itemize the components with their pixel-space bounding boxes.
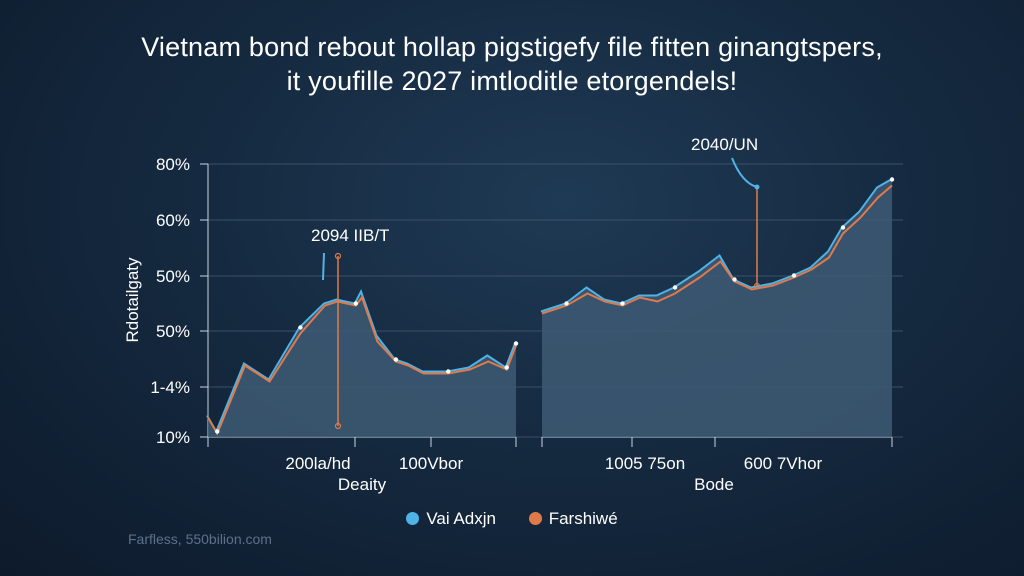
series-line: [207, 295, 517, 436]
data-point: [889, 177, 895, 182]
annotation-label: 2094 IIB/T: [311, 226, 389, 245]
data-point: [564, 301, 569, 306]
data-point: [446, 369, 451, 374]
legend-item-series-b[interactable]: Farshiwé: [528, 509, 618, 529]
series-points: [215, 177, 895, 434]
chart-title-line-1: Vietnam bond rebout hollap pigstigefy fi…: [141, 32, 883, 62]
area-fill: [208, 292, 516, 437]
y-tick-label: 80%: [156, 155, 190, 174]
data-point: [298, 325, 303, 330]
data-point: [791, 273, 797, 278]
legend-label-series-a: Vai Adxjn: [426, 509, 496, 528]
annotation-marker-top: [334, 252, 342, 260]
data-point: [215, 429, 220, 434]
source-note: Farfless, 550bilion.com: [128, 531, 272, 547]
x-axis-label-right: Bode: [694, 475, 734, 494]
data-point: [620, 301, 625, 306]
y-tick-label: 50%: [156, 267, 190, 286]
legend-item-series-a[interactable]: Vai Adxjn: [406, 509, 496, 529]
y-tick-label: 1-4%: [150, 378, 190, 397]
x-tick-label: 200la/hd: [285, 454, 350, 473]
y-tick-label: 60%: [156, 211, 190, 230]
annotation-leader: [731, 157, 758, 188]
legend-swatch-series-b: [528, 512, 542, 525]
series-line: [540, 178, 892, 313]
annotation-marker-bottom: [334, 422, 342, 430]
area-fills: [208, 180, 892, 437]
legend-swatch-series-a: [406, 512, 420, 525]
annotations: 2094 IIB/T 2040/UN: [311, 135, 761, 430]
y-tick-label: 10%: [156, 428, 190, 447]
area-fill: [542, 180, 892, 437]
x-tick-label: 1005 75on: [605, 454, 685, 473]
x-tick-label: 100Vbor: [399, 454, 464, 473]
annotation-marker-bottom: [753, 282, 761, 290]
tick-labels: 10% 1-4% 50% 50% 60% 80% 200la/hd 100Vbor 1005 7…: [150, 155, 822, 473]
chart-title: Vietnam bond rebout hollap pigstigefy fi…: [0, 30, 1024, 98]
y-axis-label: Rdotailgaty: [123, 257, 142, 343]
annotation-leader: [322, 252, 325, 281]
chart-legend: Vai Adxjn Farshiwé: [0, 509, 1024, 529]
annotation-label: 2040/UN: [691, 135, 758, 154]
series-line: [541, 184, 893, 315]
data-point: [732, 277, 737, 282]
data-point: [353, 301, 359, 306]
data-point: [504, 365, 509, 370]
data-point: [513, 341, 519, 346]
data-point: [393, 357, 399, 362]
series-line: [206, 288, 516, 434]
y-tick-label: 50%: [156, 322, 190, 341]
x-axis-label-left: Deaity: [338, 475, 387, 494]
annotation-marker-top: [754, 184, 760, 190]
data-point: [672, 285, 678, 290]
data-point: [840, 225, 846, 230]
x-tick-label: 600 7Vhor: [744, 454, 823, 473]
chart-title-line-2: it youfille 2027 imtloditle etorgendels!: [286, 66, 738, 96]
series-lines: [206, 178, 893, 436]
legend-label-series-b: Farshiwé: [548, 509, 618, 528]
